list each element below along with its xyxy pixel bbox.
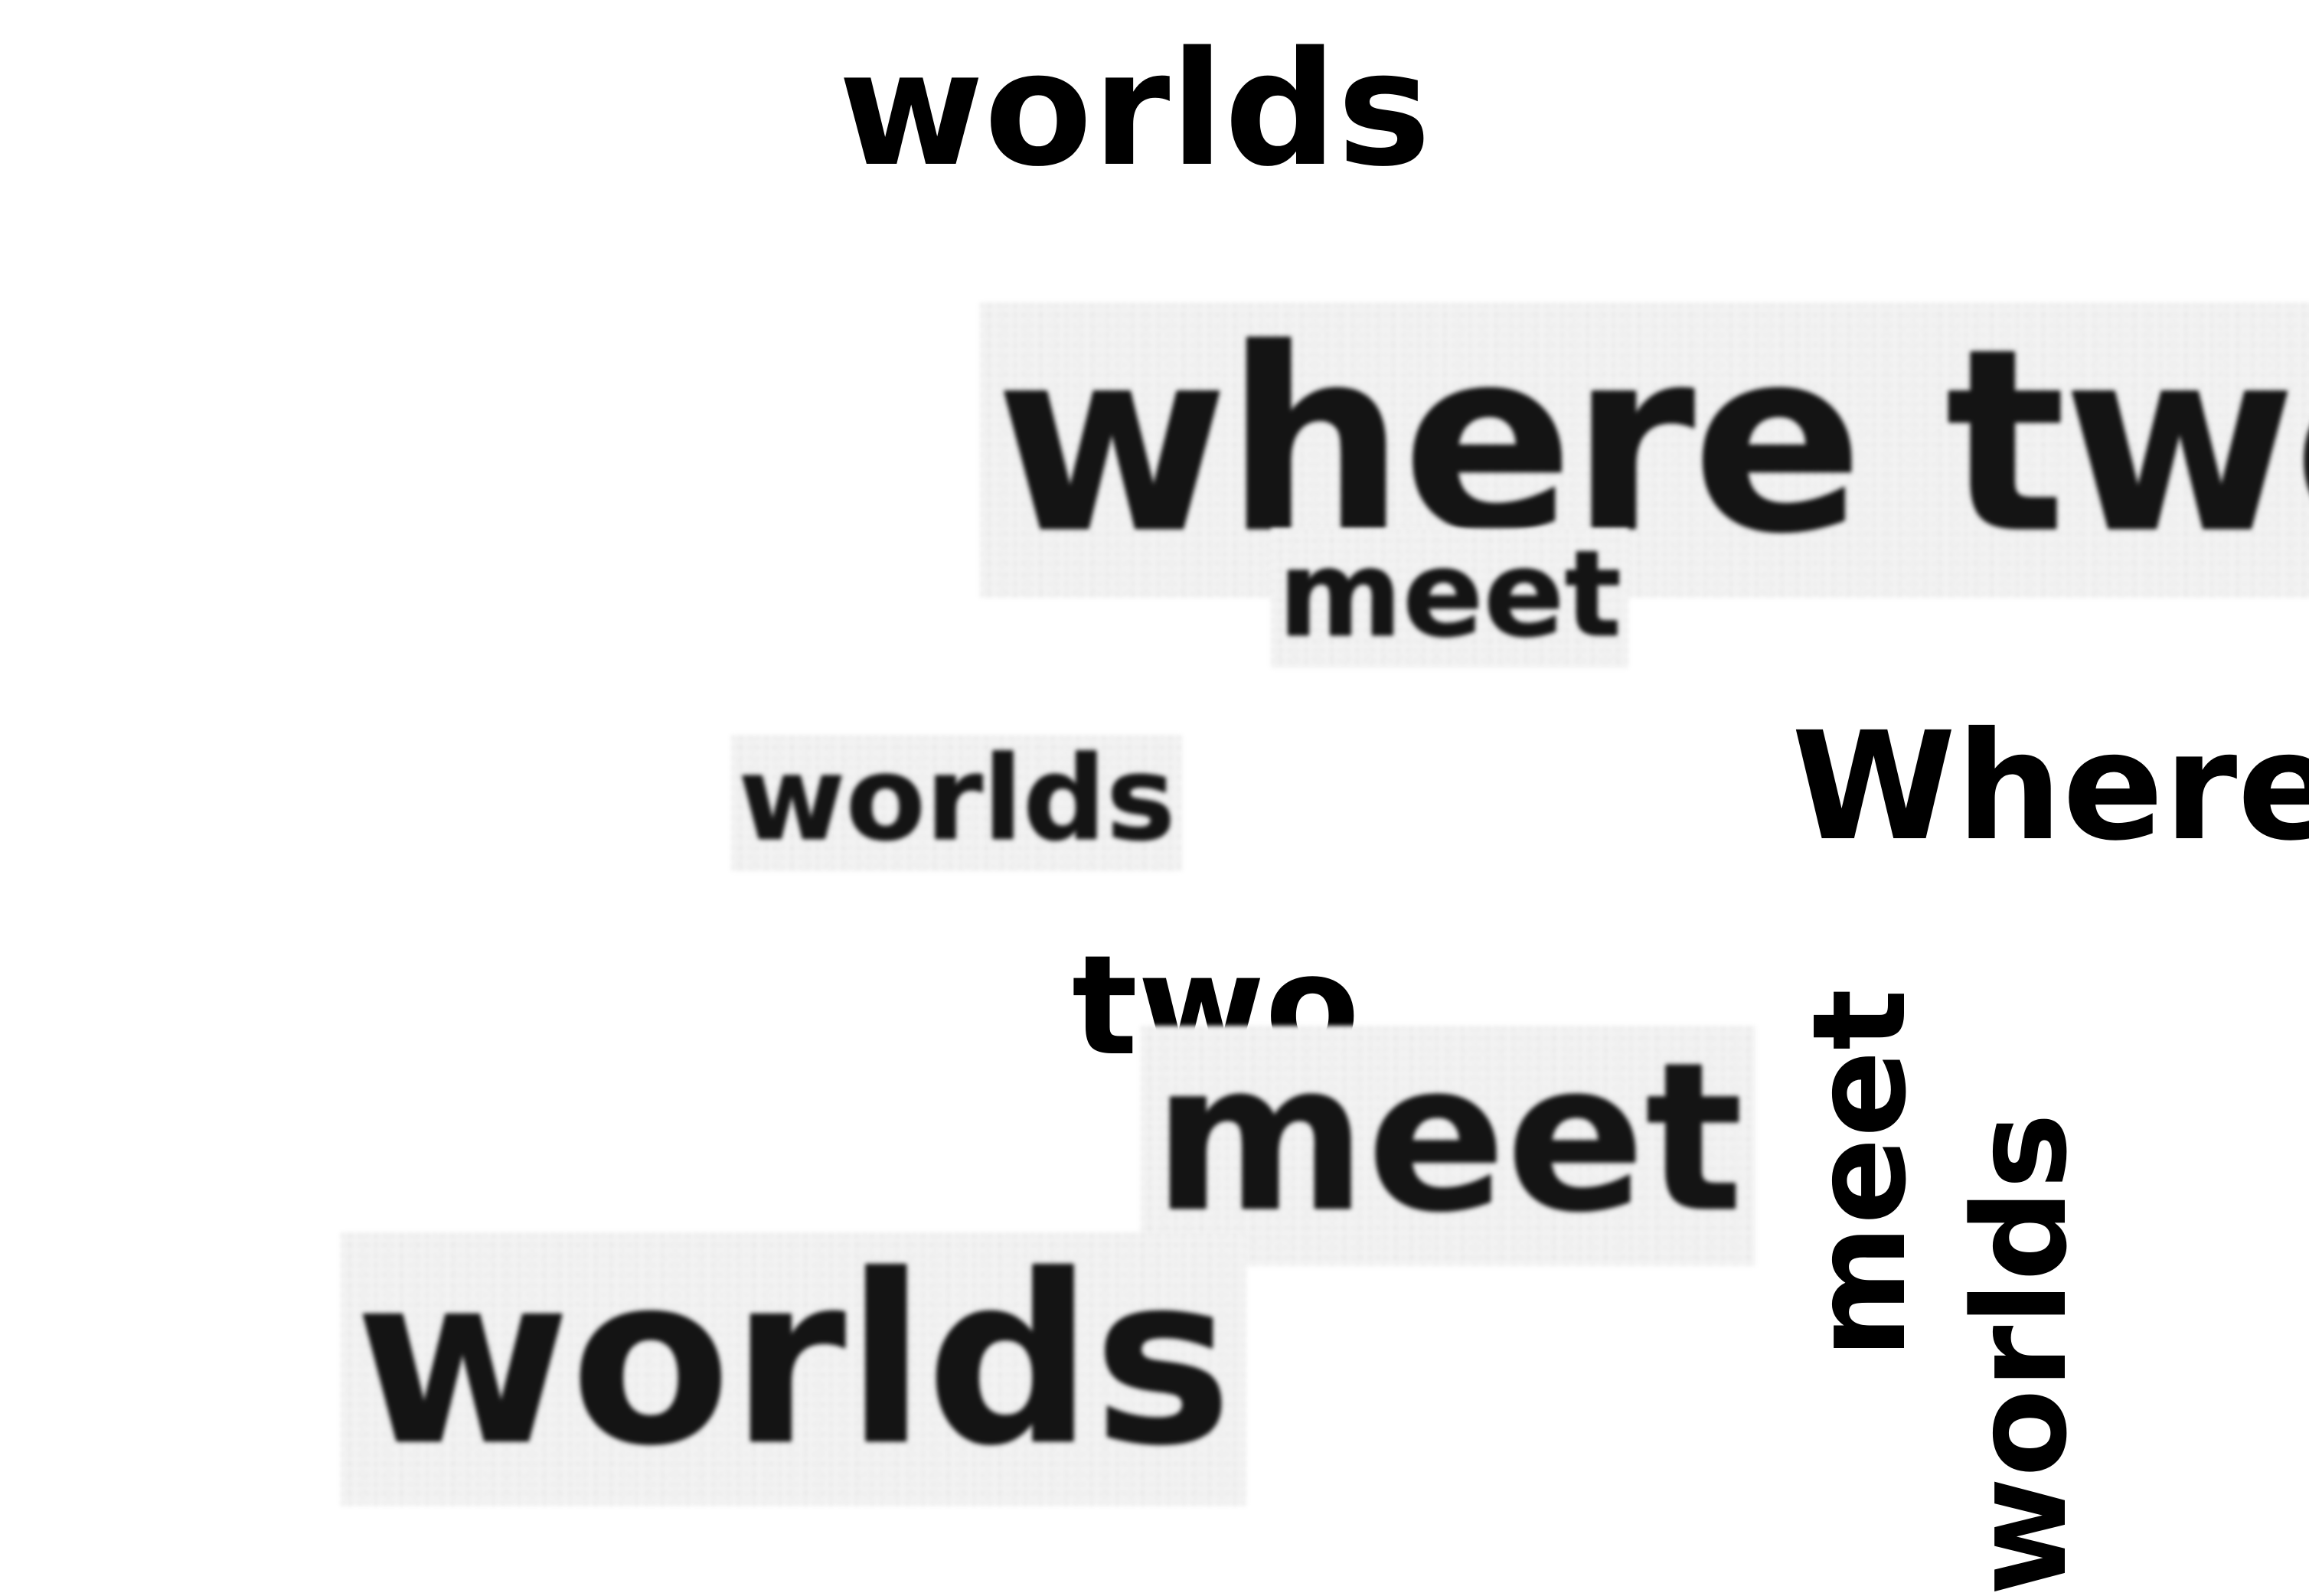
worlds-word-middle: worlds xyxy=(731,735,1182,871)
where-word-right: Where xyxy=(1791,700,2309,873)
meet-word-small: meet xyxy=(1271,528,1628,668)
worlds-word-top: worlds xyxy=(838,18,1432,201)
worlds-word-large: worlds xyxy=(341,1232,1246,1506)
where-two-phrase: where two xyxy=(980,302,2309,598)
meet-word-large: meet xyxy=(1141,1026,1755,1266)
worlds-word-vertical: worlds xyxy=(1945,1112,2095,1596)
meet-word-vertical: meet xyxy=(1785,988,1935,1359)
